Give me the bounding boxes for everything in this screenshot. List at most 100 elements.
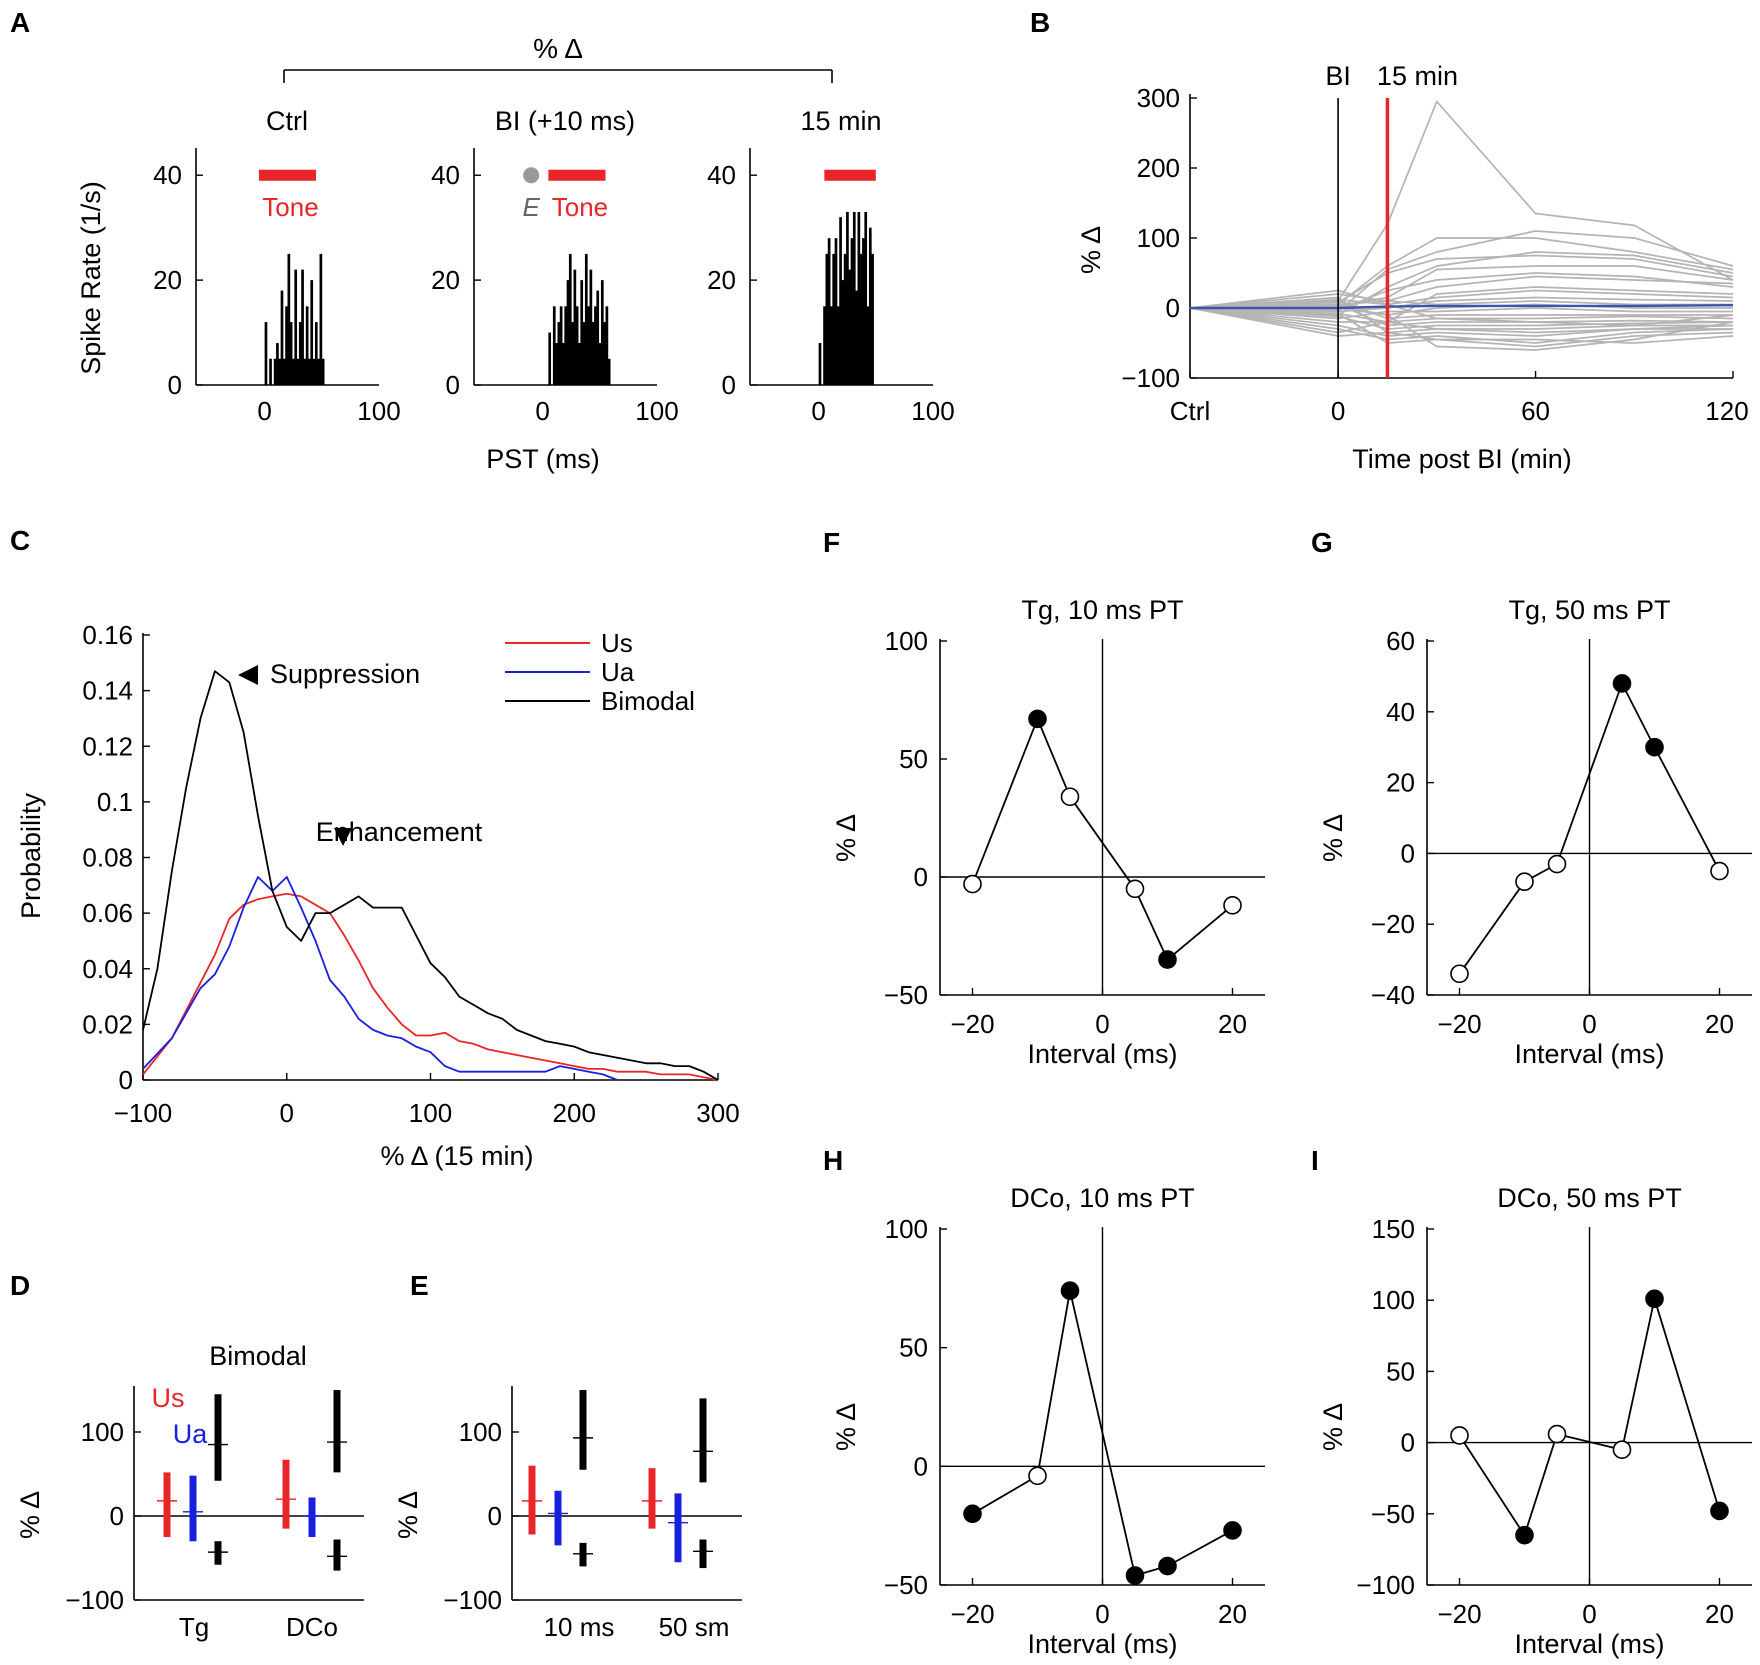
histogram-bar	[846, 211, 849, 385]
tick-label: −100	[65, 1585, 124, 1615]
data-point	[1450, 964, 1469, 984]
tick-label: 40	[431, 160, 460, 190]
tone-label: Tone	[262, 192, 318, 222]
distribution-ua	[142, 876, 618, 1081]
tick-label: 0	[119, 1065, 133, 1095]
tick-label: 0	[914, 862, 928, 892]
tick-label: 100	[635, 396, 678, 426]
histogram-bar	[308, 358, 311, 385]
histogram-bar	[273, 358, 277, 385]
histogram-subplot: 0 20 40 0 100 Ctrl Tone	[153, 106, 401, 426]
x-axis-label: Interval (ms)	[1514, 1629, 1664, 1659]
histogram-bar	[568, 253, 572, 385]
panel-label-c: C	[10, 525, 30, 556]
subplot-title: BI (+10 ms)	[495, 106, 635, 136]
tick-label: 0	[1331, 396, 1345, 426]
histogram-bar	[830, 306, 833, 385]
data-point	[1515, 1525, 1534, 1545]
histogram-bar	[582, 322, 586, 385]
histogram-bar	[848, 269, 852, 385]
tick-label: −20	[1371, 909, 1415, 939]
histogram-bar	[862, 238, 865, 385]
histogram-bar	[855, 290, 858, 385]
tick-label: 50	[899, 744, 928, 774]
panel-label-b: B	[1030, 7, 1050, 38]
histogram-bar	[278, 358, 282, 385]
histogram-subplot: 0 20 40 0 100 15 min	[707, 106, 955, 426]
suppression-arrow	[238, 665, 258, 685]
tick-label: 20	[1218, 1009, 1247, 1039]
legend-bimodal: Bimodal	[209, 1341, 307, 1371]
tick-label: −20	[950, 1599, 994, 1629]
legend-label: Ua	[601, 657, 635, 687]
data-point	[963, 1504, 982, 1524]
panel-label: H	[823, 1145, 843, 1176]
tick-label: −100	[114, 1098, 173, 1128]
tick-label: −50	[884, 980, 928, 1010]
histogram-bar	[823, 306, 826, 385]
panel-h-interval: −50 0 50 100 −20 0 20 DCo, 10 ms PT Interval (ms…	[831, 1183, 1265, 1659]
marker-label: BI	[1325, 61, 1351, 91]
histogram-bar	[834, 238, 838, 385]
histogram-bar	[552, 306, 556, 385]
histogram-bar	[276, 343, 279, 385]
histogram-bar	[864, 211, 868, 385]
tick-label: −50	[1371, 1499, 1415, 1529]
panel-label: G	[1311, 527, 1333, 558]
histogram-bar	[594, 306, 597, 385]
histogram-bar	[319, 253, 323, 385]
histogram-bar	[303, 358, 307, 385]
interval-line	[1458, 1297, 1721, 1537]
data-point	[1028, 1466, 1047, 1486]
panel-title: Tg, 10 ms PT	[1021, 595, 1183, 625]
tick-label: 0	[1401, 838, 1415, 868]
tick-label: 50	[899, 1333, 928, 1363]
histogram-bar	[607, 358, 611, 385]
histogram-bar	[566, 280, 570, 385]
tick-label: −20	[950, 1009, 994, 1039]
tick-label: −100	[1356, 1570, 1415, 1600]
histogram-bar	[850, 238, 854, 385]
y-axis-label: % Δ	[831, 1403, 861, 1451]
x-axis-label: % Δ (15 min)	[380, 1141, 533, 1171]
histogram-bar	[555, 343, 558, 385]
tick-label: 100	[1137, 223, 1180, 253]
histogram-bar	[289, 322, 293, 385]
bracket-title: % Δ	[533, 33, 583, 64]
tick-label: 200	[1137, 153, 1180, 183]
tick-label: 20	[1705, 1009, 1734, 1039]
tick-label: 20	[1386, 768, 1415, 798]
stimulus-label: E	[523, 192, 541, 222]
histogram-bar	[818, 343, 822, 385]
data-point	[1547, 854, 1567, 874]
data-point	[1158, 950, 1177, 969]
marker-label: 15 min	[1377, 61, 1458, 91]
histogram-bar	[296, 358, 300, 385]
data-point	[1612, 1440, 1632, 1460]
tick-label: 300	[696, 1098, 739, 1128]
histogram-bar	[584, 253, 588, 385]
interval-line	[1458, 682, 1721, 975]
panel-e-ranges: −100 0 100 10 ms 50 sm % Δ	[393, 1386, 742, 1642]
interval-line	[971, 718, 1234, 961]
histogram-bar	[598, 343, 602, 385]
subplot-title: Ctrl	[266, 106, 308, 136]
tick-label: 20	[1705, 1599, 1734, 1629]
histogram-bar	[292, 358, 295, 385]
tick-label: 100	[81, 1417, 124, 1447]
histogram-bar	[825, 253, 829, 385]
histogram-bar	[605, 306, 609, 385]
category-label: 50 sm	[659, 1612, 730, 1642]
tick-label: 0	[1582, 1009, 1596, 1039]
histogram-bar	[301, 269, 304, 385]
tick-label: 100	[885, 1214, 928, 1244]
category-label: 10 ms	[544, 1612, 615, 1642]
y-axis-label: % Δ	[1318, 814, 1348, 862]
histogram-bar	[866, 306, 870, 385]
data-point	[1028, 709, 1047, 729]
histogram-subplot: 0 20 40 0 100 BI (+10 ms) Tone E	[431, 106, 679, 426]
panel-label-f: F	[823, 527, 840, 558]
histogram-bar	[559, 306, 563, 385]
interval-line	[972, 1289, 1233, 1577]
